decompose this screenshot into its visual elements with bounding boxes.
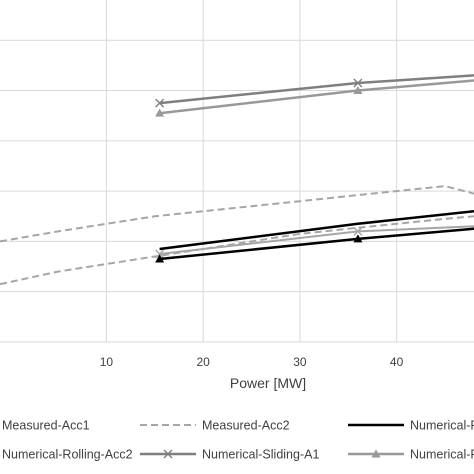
- legend-label: Measured-Acc1: [2, 419, 90, 433]
- series-line-3: [159, 209, 474, 251]
- x-axis: 10 20 30 40: [0, 341, 474, 369]
- series-line-0: [0, 215, 474, 286]
- legend-item: Numerical-Rolling-Acc1: [348, 419, 474, 433]
- legend-item: Numerical-Sliding-A1: [140, 448, 319, 462]
- series-line-2: [159, 225, 474, 255]
- series-lines: [0, 74, 474, 286]
- x-tick-label: 30: [293, 355, 307, 369]
- legend-marker: [371, 449, 381, 458]
- legend: Measured-Acc1 Measured-Acc2 Numerical-Roll…: [2, 419, 474, 462]
- legend-label: Numerical-Sliding-A1: [202, 448, 319, 462]
- data-point: [353, 226, 363, 236]
- x-axis-label: Power [MW]: [230, 375, 306, 391]
- grid: [0, 0, 474, 342]
- legend-label: Measured-Acc2: [202, 419, 290, 433]
- x-tick-label: 10: [100, 355, 114, 369]
- legend-item: Measured-Acc1: [2, 419, 90, 433]
- legend-marker: [163, 449, 173, 459]
- data-point: [155, 249, 165, 259]
- legend-item: Numerical-Rolling-Acc2: [2, 448, 133, 462]
- legend-label: Numerical-Free: [410, 448, 474, 462]
- data-point: [155, 254, 165, 263]
- data-point: [353, 234, 363, 243]
- legend-label: Numerical-Rolling-Acc2: [2, 448, 133, 462]
- data-point: [155, 98, 165, 108]
- legend-item: Measured-Acc2: [140, 419, 290, 433]
- data-point: [353, 86, 363, 95]
- legend-item: Numerical-Free: [348, 448, 474, 462]
- series-line-1: [0, 185, 474, 243]
- legend-label: Numerical-Rolling-Acc1: [410, 419, 474, 433]
- x-tick-label: 20: [196, 355, 210, 369]
- x-tick-label: 40: [390, 355, 404, 369]
- series-line-4: [159, 74, 474, 105]
- series-line-5: [159, 79, 474, 115]
- data-point: [353, 78, 363, 88]
- data-point: [155, 108, 165, 117]
